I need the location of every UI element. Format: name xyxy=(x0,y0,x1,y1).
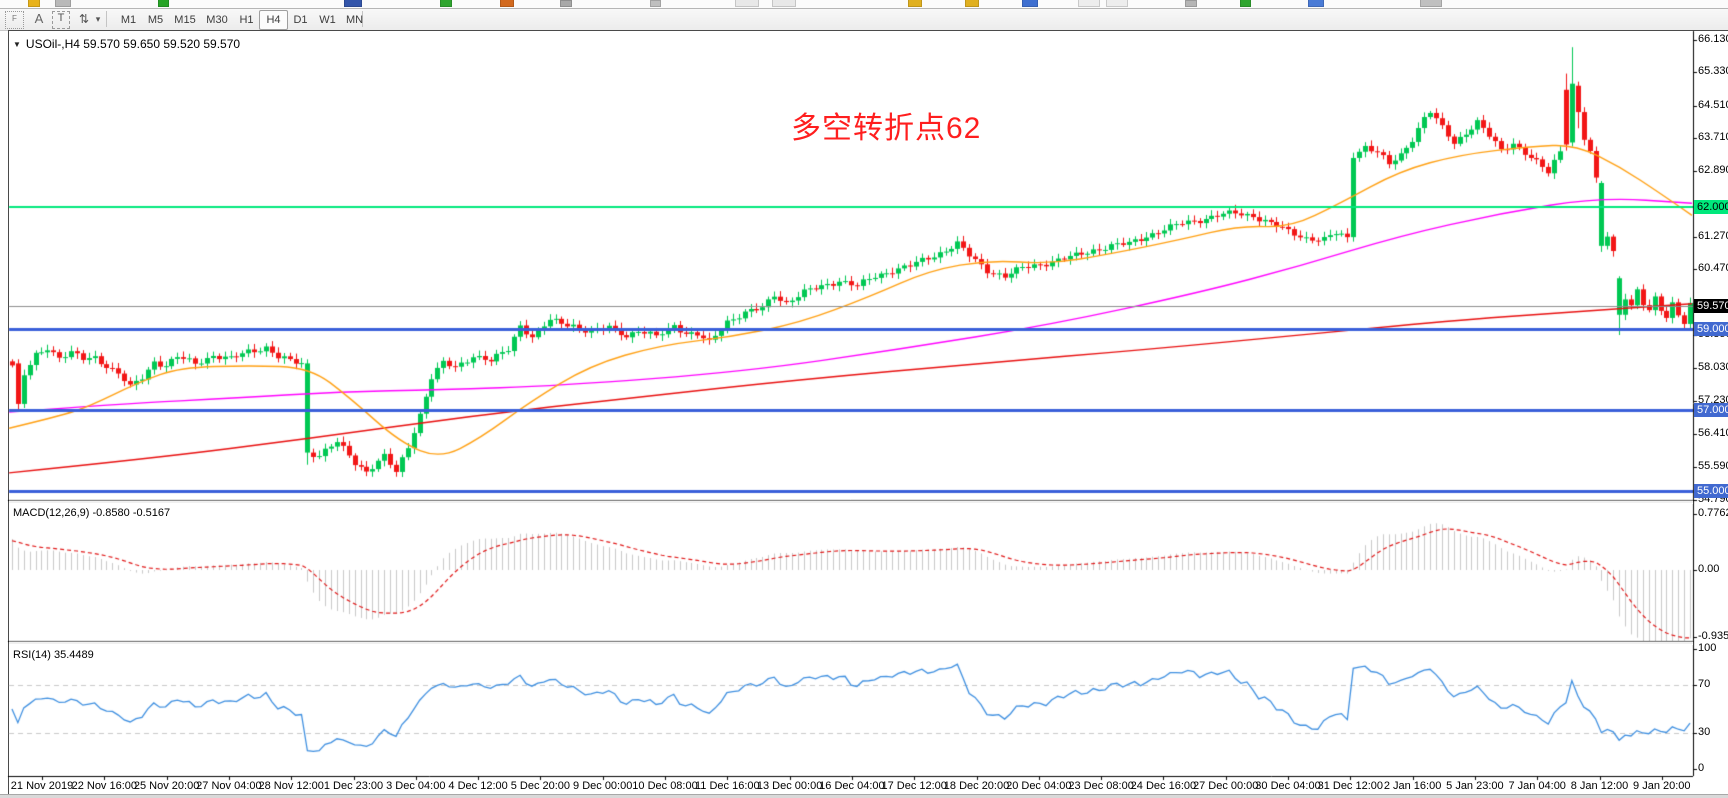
price-axis-label: 62.890 xyxy=(1698,164,1728,177)
date-axis-label: 22 Nov 16:00 xyxy=(71,780,138,792)
date-axis-label: 13 Dec 00:00 xyxy=(756,780,823,792)
chart-annotation-text[interactable]: 多空转折点62 xyxy=(791,112,982,145)
date-axis-label: 24 Dec 16:00 xyxy=(1130,780,1197,792)
rsi-axis-label: 70 xyxy=(1698,678,1711,690)
price-axis-label: 66.130 xyxy=(1698,32,1728,45)
date-axis-label: 10 Dec 08:00 xyxy=(632,780,698,792)
date-axis-label: 20 Dec 04:00 xyxy=(1006,780,1072,792)
price-axis-label: 61.270 xyxy=(1698,229,1728,242)
date-axis-label: 31 Dec 12:00 xyxy=(1317,780,1384,792)
price-tag-59.570: 59.570 xyxy=(1694,298,1728,313)
rsi-indicator-label: RSI(14) 35.4489 xyxy=(13,649,94,661)
chart-symbol-header[interactable]: ▼ USOil-,H4 59.570 59.650 59.520 59.570 xyxy=(13,37,240,51)
date-axis-label: 28 Nov 12:00 xyxy=(258,780,324,792)
date-axis-label: 7 Jan 04:00 xyxy=(1508,780,1566,792)
macd-axis-label: -0.9358 xyxy=(1698,630,1728,643)
rsi-axis-label: 30 xyxy=(1698,726,1711,738)
date-axis-label: 17 Dec 12:00 xyxy=(881,780,947,792)
date-axis-label: 16 Dec 04:00 xyxy=(819,780,885,792)
price-axis-label: 64.510 xyxy=(1698,98,1728,111)
price-tag-55.000: 55.000 xyxy=(1694,484,1728,499)
price-tag-62.000: 62.000 xyxy=(1694,200,1728,215)
pane-separator-rsi[interactable] xyxy=(9,641,1693,645)
price-tag-59.000: 59.000 xyxy=(1694,321,1728,336)
date-axis-label: 5 Dec 20:00 xyxy=(510,780,571,792)
date-axis-label: 18 Dec 20:00 xyxy=(943,780,1010,792)
price-axis-label: 56.410 xyxy=(1698,426,1728,439)
date-axis-label: 4 Dec 12:00 xyxy=(448,780,508,792)
date-axis-label: 30 Dec 04:00 xyxy=(1255,780,1321,792)
date-axis-label: 11 Dec 16:00 xyxy=(694,780,760,792)
pane-separator-macd[interactable] xyxy=(9,500,1693,504)
price-axis-label: 57.230 xyxy=(1698,393,1728,406)
price-axis-label: 55.590 xyxy=(1698,460,1728,473)
macd-axis-label: 0.00 xyxy=(1698,563,1720,575)
bottom-scrollbar-strip[interactable] xyxy=(0,794,1728,798)
date-axis-label: 8 Jan 12:00 xyxy=(1570,780,1629,792)
macd-axis-label: 0.7762 xyxy=(1698,507,1728,520)
date-axis-label: 25 Nov 20:00 xyxy=(133,780,200,792)
price-tag-57.000: 57.000 xyxy=(1694,403,1728,417)
macd-indicator-label: MACD(12,26,9) -0.8580 -0.5167 xyxy=(13,507,171,519)
symbol-ohlc-text: USOil-,H4 59.570 59.650 59.520 59.570 xyxy=(25,37,241,51)
date-axis-label: 27 Nov 04:00 xyxy=(196,780,262,792)
date-axis-label: 9 Dec 00:00 xyxy=(573,780,633,792)
chevron-down-icon[interactable]: ▼ xyxy=(13,40,21,49)
date-axis-label: 3 Dec 04:00 xyxy=(386,780,446,792)
rsi-axis-label: 0 xyxy=(1698,762,1705,774)
date-axis-label: 1 Dec 23:00 xyxy=(323,780,384,792)
price-axis-label: 60.470 xyxy=(1698,262,1728,275)
date-axis-label: 21 Nov 2019 xyxy=(10,780,74,792)
date-axis-label: 9 Jan 20:00 xyxy=(1633,780,1691,792)
price-axis-label: 58.030 xyxy=(1698,361,1728,374)
price-axis-label: 63.710 xyxy=(1698,131,1728,143)
date-axis-label: 23 Dec 08:00 xyxy=(1068,780,1134,792)
rsi-axis-label: 100 xyxy=(1698,642,1717,654)
price-axis-label: 65.330 xyxy=(1698,65,1728,78)
date-axis-label: 27 Dec 00:00 xyxy=(1192,780,1259,792)
date-axis-label: 2 Jan 16:00 xyxy=(1383,780,1442,792)
date-axis-label: 5 Jan 23:00 xyxy=(1446,780,1504,792)
